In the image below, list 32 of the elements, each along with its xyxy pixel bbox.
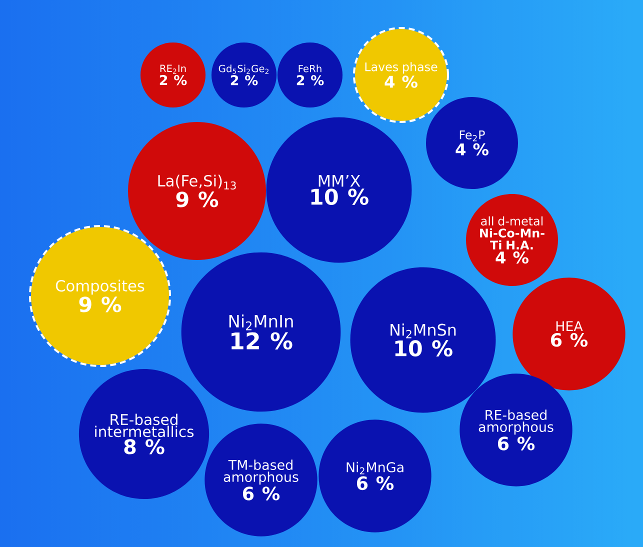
data-label: 2 % [230,75,258,86]
category-label: HEA [556,321,583,331]
category-label: Composites [56,280,144,295]
category-label: Ni$_{2}$MnGa [346,462,404,474]
data-label: 6 % [550,332,588,347]
category-label: TM-based amorphous [224,460,298,485]
data-label: 4 % [384,76,418,88]
data-label: 8 % [124,439,164,454]
data-label: 6 % [242,486,280,500]
category-label: RE$_{2}$In [160,64,186,74]
category-label: Ni$_{2}$MnSn [390,324,456,338]
data-label: 6 % [498,436,535,450]
category-label: FeRh [298,64,322,72]
data-label: 4 % [496,251,528,264]
data-label: 4 % [456,143,488,156]
category-label: RE-based intermetallics [95,414,194,438]
category-label: RE-based amorphous [478,410,554,435]
data-label: 2 % [296,75,324,86]
category-label: MM’X [318,175,360,187]
data-label: 10 % [395,340,452,356]
data-label: 12 % [232,332,292,350]
category-label: Laves phase [365,62,438,74]
data-label: 2 % [160,74,187,86]
data-label: 9 % [79,296,122,312]
category-label: Fe$_{2}$P [460,130,485,142]
data-label: 6 % [356,476,394,490]
category-label: Ni$_{2}$MnIn [229,314,293,330]
category-label: Gd$_{5}$Si$_{2}$Ge$_{2}$ [218,64,268,74]
data-label: 10 % [311,188,368,205]
category-label: all d-metal Ni-Co-Mn-Ti H.A. [480,216,544,250]
category-label: La(Fe,Si)$_{13}$ [158,174,236,190]
data-label: 9 % [176,192,218,208]
